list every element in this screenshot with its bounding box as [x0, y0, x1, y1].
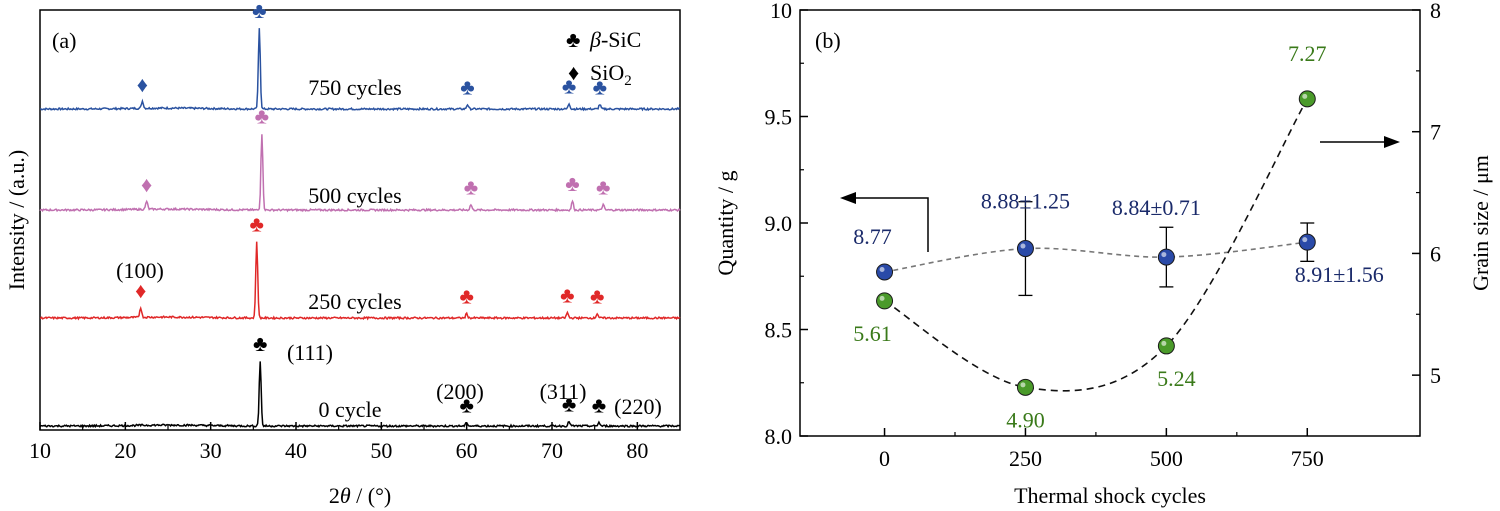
xrd-series-label: 500 cycles	[308, 183, 401, 208]
miller-index-label: (220)	[614, 394, 662, 419]
sic-peak-marker: ♣	[459, 284, 473, 309]
sic-peak-marker: ♣	[464, 175, 478, 200]
xrd-y-axis-label: Intensity / (a.u.)	[4, 150, 29, 291]
data-label: 7.27	[1288, 41, 1327, 66]
left-axis-arrow	[840, 192, 929, 252]
data-point	[1157, 248, 1175, 266]
sic-peak-marker: ♣	[590, 284, 604, 309]
grain-y2-tick-label: 7	[1430, 120, 1441, 145]
sic-peak-marker: ♣	[593, 75, 607, 100]
miller-index-label: (100)	[116, 258, 164, 283]
data-label: 8.77	[853, 224, 892, 249]
grain-y2-tick-label: 6	[1430, 241, 1441, 266]
grain-y2-tick-label: 5	[1430, 363, 1441, 388]
xrd-panel-label: (a)	[52, 28, 76, 53]
data-point	[876, 292, 894, 310]
data-label: 8.84±0.71	[1112, 195, 1201, 220]
data-label: 5.61	[853, 321, 892, 346]
data-point	[1016, 240, 1034, 258]
xrd-x-tick-label: 40	[285, 438, 307, 463]
sio2-peak-marker: ♦	[135, 278, 146, 303]
legend-club-icon: ♣	[566, 27, 580, 52]
data-point-highlight	[1020, 382, 1026, 388]
grain-y-axis-label: Quantity / g	[713, 170, 738, 275]
data-point	[876, 263, 894, 281]
xrd-panel: (a) ♦♣♣ ♣ ♣750 cycles♦♣♣ ♣ ♣500 cycles♦♣♣ ♣ ♣2…	[4, 0, 681, 508]
data-point	[1157, 337, 1175, 355]
grain-y-tick-label: 8.5	[765, 318, 793, 343]
sic-peak-marker: ♣	[592, 392, 606, 417]
grain-panel-label: (b)	[815, 28, 841, 53]
data-label: 4.90	[1006, 407, 1045, 432]
sic-peak-marker: ♣	[252, 0, 266, 23]
xrd-x-tick-label: 10	[29, 438, 51, 463]
data-point-highlight	[1302, 237, 1308, 243]
trend-line	[884, 241, 1308, 273]
grain-plot-frame	[799, 9, 1421, 437]
xrd-series-label: 0 cycle	[319, 397, 382, 422]
grain-x-tick-label: 500	[1150, 446, 1183, 471]
data-point-highlight	[879, 266, 885, 272]
data-point	[1016, 378, 1034, 396]
grain-y-tick-label: 9.5	[765, 105, 793, 130]
miller-index-label: (111)	[287, 340, 333, 365]
xrd-x-tick-label: 70	[541, 438, 563, 463]
grain-y-tick-label: 8.0	[765, 424, 793, 449]
xrd-legend: ♣ β-SiC ♦ SiO2	[566, 27, 641, 89]
grain-panel: (b) 0 250 500 750 8.0 8.5 9.0 9.5 10 5 6 7 8 8.77 8.8…	[713, 0, 1493, 508]
sic-peak-marker: ♣	[255, 104, 269, 129]
xrd-series-label: 750 cycles	[308, 75, 401, 100]
xrd-pattern-line	[39, 241, 681, 321]
data-point	[1298, 90, 1316, 108]
data-point-highlight	[1161, 252, 1167, 258]
sic-peak-marker: ♣	[459, 392, 473, 417]
sic-peak-marker: ♣	[250, 212, 264, 237]
xrd-x-tick-label: 80	[626, 438, 648, 463]
xrd-series-label: 250 cycles	[308, 289, 401, 314]
sio2-peak-marker: ♦	[141, 172, 152, 197]
legend-sic-label: β-SiC	[589, 27, 641, 52]
xrd-x-axis-label: 2θ / (°)	[329, 483, 391, 508]
xrd-plot-frame	[39, 9, 681, 431]
sic-peak-marker: ♣	[562, 392, 576, 417]
sio2-peak-marker: ♦	[137, 72, 148, 97]
miller-index-label: (311)	[540, 379, 587, 404]
data-point-highlight	[1302, 93, 1308, 99]
xrd-x-tick-label: 50	[370, 438, 392, 463]
data-point-highlight	[1161, 340, 1167, 346]
xrd-x-tick-label: 20	[114, 438, 136, 463]
trend-line	[884, 98, 1308, 392]
sic-peak-marker: ♣	[253, 331, 267, 356]
legend-sio2-label: SiO2	[590, 60, 632, 89]
data-label: 8.91±1.56	[1295, 262, 1384, 287]
sic-peak-marker: ♣	[460, 75, 474, 100]
legend-diamond-icon: ♦	[568, 60, 579, 85]
grain-y-tick-label: 9.0	[765, 211, 793, 236]
grain-y-tick-label: 10	[770, 0, 792, 23]
data-label: 8.88±1.25	[981, 189, 1070, 214]
sic-peak-marker: ♣	[562, 74, 576, 99]
xrd-pattern-line	[39, 361, 681, 429]
grain-x-tick-label: 0	[879, 446, 890, 471]
grain-y2-tick-label: 8	[1430, 0, 1441, 23]
grain-y2-axis-label: Grain size / μm	[1468, 155, 1493, 291]
grain-x-tick-label: 750	[1291, 446, 1324, 471]
data-label: 5.24	[1157, 366, 1196, 391]
sic-peak-marker: ♣	[596, 175, 610, 200]
sic-peak-marker: ♣	[560, 283, 574, 308]
grain-x-axis-label: Thermal shock cycles	[1014, 483, 1206, 508]
data-point-highlight	[879, 295, 885, 301]
data-point-highlight	[1020, 243, 1026, 249]
data-point	[1298, 233, 1316, 251]
sic-peak-marker: ♣	[565, 171, 579, 196]
xrd-pattern-line	[39, 134, 681, 213]
xrd-x-tick-label: 30	[200, 438, 222, 463]
xrd-x-tick-label: 60	[456, 438, 478, 463]
miller-index-label: (200)	[436, 379, 484, 404]
xrd-pattern-line	[39, 28, 681, 112]
right-axis-arrow	[1320, 136, 1400, 148]
grain-x-tick-label: 250	[1009, 446, 1042, 471]
